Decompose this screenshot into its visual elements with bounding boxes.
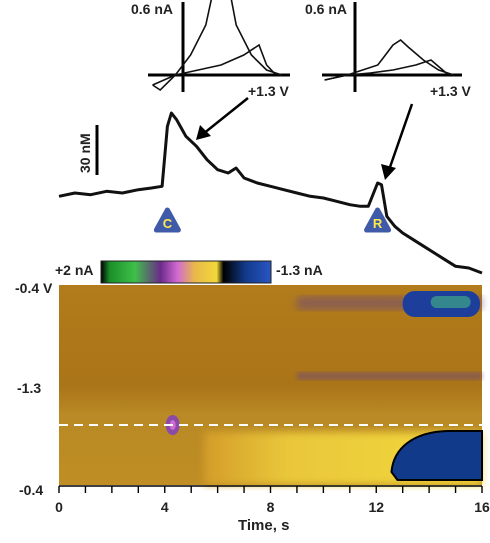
x-axis-title: Time, s: [238, 517, 289, 534]
color-plot: [59, 285, 483, 485]
inset-left-voltage-label: +1.3 V: [248, 83, 290, 99]
colorbar-min-label: -1.3 nA: [276, 262, 323, 278]
x-tick-label: 12: [368, 499, 384, 515]
heatmap-blob-lower: [390, 430, 483, 481]
y-tick-label-bottom: -0.4: [19, 482, 43, 498]
stimulus-marker-label: R: [373, 216, 383, 231]
inset-left-voltammogram-forward: [152, 43, 283, 86]
scale-bar-label: 30 nM: [77, 133, 93, 173]
stimulus-marker-R: R: [364, 207, 392, 233]
callout-arrow-right: [381, 103, 414, 180]
colorbar-gradient: [100, 260, 272, 284]
x-tick-label: 0: [55, 499, 63, 515]
callout-arrow-left: [196, 97, 249, 140]
x-tick-label: 16: [474, 499, 490, 515]
inset-voltammograms: 0.6 nA +1.3 V 0.6 nA +1.3 V: [131, 0, 472, 180]
x-tick-label: 8: [267, 499, 275, 515]
y-tick-label-mid: -1.3: [17, 380, 41, 396]
colorbar: +2 nA -1.3 nA: [55, 260, 323, 284]
inset-right: 0.6 nA +1.3 V: [305, 1, 472, 99]
inset-left-voltammogram-return: [152, 0, 283, 92]
stimulus-marker-label: C: [163, 216, 173, 231]
inset-right-voltage-label: +1.3 V: [430, 83, 472, 99]
concentration-trace-line: [58, 111, 483, 275]
inset-right-voltammogram-forward: [324, 59, 455, 81]
concentration-trace-panel: 30 nM C R: [58, 111, 483, 275]
heatmap-stripe-middle: [296, 372, 482, 380]
y-tick-label-top: -0.4 V: [15, 280, 53, 296]
x-tick-label: 4: [161, 499, 169, 515]
colorbar-max-label: +2 nA: [55, 262, 94, 278]
inset-right-voltammogram-return: [324, 38, 455, 81]
inset-left-current-label: 0.6 nA: [131, 1, 173, 17]
heatmap-blob-upper-core: [430, 296, 471, 308]
stimulus-marker-C: C: [153, 207, 181, 233]
inset-left: 0.6 nA +1.3 V: [131, 0, 290, 99]
heatmap-axes: 0 4 8 12 16 -0.4 V -1.3 -0.4 Time, s: [15, 280, 490, 534]
inset-right-current-label: 0.6 nA: [305, 1, 347, 17]
